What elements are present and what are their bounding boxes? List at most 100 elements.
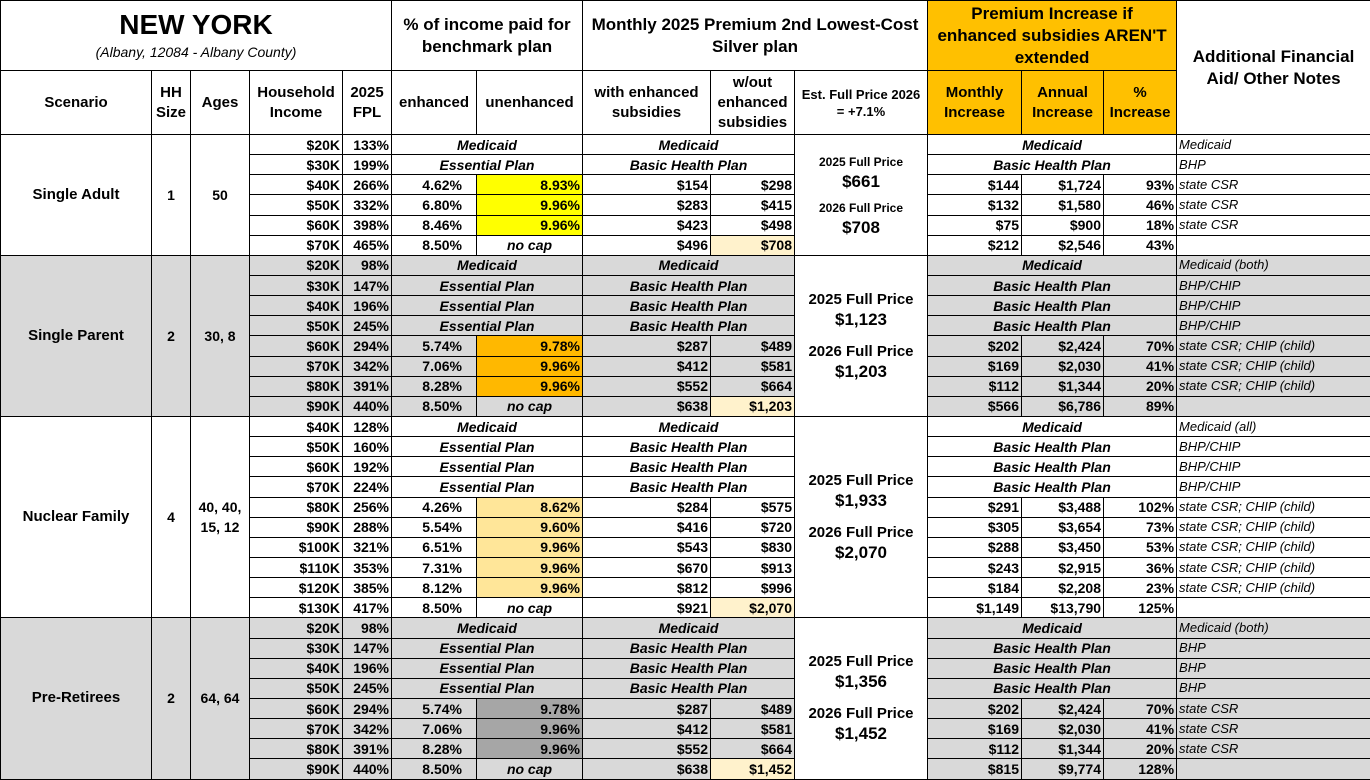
- pct-increase: 102%: [1104, 497, 1177, 517]
- premium-without: $1,452: [711, 759, 795, 779]
- hh-size: 2: [152, 618, 191, 779]
- fpl: 398%: [343, 215, 392, 235]
- col-header: Monthly Increase: [928, 71, 1022, 135]
- unenhanced-rate: 9.96%: [477, 719, 583, 739]
- col-header: Household Income: [250, 71, 343, 135]
- note: state CSR: [1177, 215, 1370, 235]
- full-price-label: 2025 Full Price: [797, 471, 925, 491]
- monthly-increase: $291: [928, 497, 1022, 517]
- note: state CSR; CHIP (child): [1177, 376, 1370, 396]
- col-header: % Increase: [1104, 71, 1177, 135]
- unenhanced-rate: 8.93%: [477, 175, 583, 195]
- annual-increase: $1,344: [1022, 739, 1104, 759]
- fpl: 196%: [343, 296, 392, 316]
- premium-with: $412: [583, 356, 711, 376]
- increase-plan: Basic Health Plan: [928, 437, 1177, 457]
- col-header: unenhanced: [477, 71, 583, 135]
- unenhanced-rate: no cap: [477, 396, 583, 416]
- full-price-2026: $1,203: [797, 362, 925, 382]
- fpl: 147%: [343, 275, 392, 295]
- note: [1177, 598, 1370, 618]
- household-income: $130K: [250, 598, 343, 618]
- premium-without: $581: [711, 356, 795, 376]
- note: BHP/CHIP: [1177, 477, 1370, 497]
- household-income: $50K: [250, 678, 343, 698]
- premium-with: $552: [583, 376, 711, 396]
- annual-increase: $3,654: [1022, 517, 1104, 537]
- fpl: 196%: [343, 658, 392, 678]
- pct-increase: 53%: [1104, 537, 1177, 557]
- household-income: $110K: [250, 557, 343, 577]
- household-income: $50K: [250, 195, 343, 215]
- note: BHP: [1177, 658, 1370, 678]
- premium-without: $489: [711, 698, 795, 718]
- full-price-2025: $1,933: [797, 491, 925, 511]
- household-income: $50K: [250, 316, 343, 336]
- increase-plan: Medicaid: [928, 255, 1177, 275]
- premium-with: $496: [583, 235, 711, 255]
- annual-increase: $2,915: [1022, 557, 1104, 577]
- rate-plan: Essential Plan: [392, 275, 583, 295]
- premium-plan: Basic Health Plan: [583, 457, 795, 477]
- enhanced-rate: 6.80%: [392, 195, 477, 215]
- note: BHP: [1177, 638, 1370, 658]
- premium-without: $913: [711, 557, 795, 577]
- premium-plan: Basic Health Plan: [583, 658, 795, 678]
- pct-increase: 43%: [1104, 235, 1177, 255]
- fpl: 391%: [343, 376, 392, 396]
- monthly-increase: $112: [928, 739, 1022, 759]
- annual-increase: $1,344: [1022, 376, 1104, 396]
- note: state CSR: [1177, 175, 1370, 195]
- fpl: 245%: [343, 678, 392, 698]
- increase-plan: Medicaid: [928, 416, 1177, 436]
- premium-with: $287: [583, 336, 711, 356]
- note: BHP: [1177, 678, 1370, 698]
- fpl: 385%: [343, 578, 392, 598]
- enhanced-rate: 8.50%: [392, 396, 477, 416]
- unenhanced-rate: 9.60%: [477, 517, 583, 537]
- ages: 50: [191, 135, 250, 256]
- full-price-2026: $2,070: [797, 543, 925, 563]
- premium-plan: Basic Health Plan: [583, 275, 795, 295]
- scenario: Nuclear Family: [1, 416, 152, 617]
- premium-without: $298: [711, 175, 795, 195]
- enhanced-rate: 8.12%: [392, 578, 477, 598]
- fpl: 245%: [343, 316, 392, 336]
- premium-with: $638: [583, 396, 711, 416]
- premium-plan: Basic Health Plan: [583, 638, 795, 658]
- premium-with: $283: [583, 195, 711, 215]
- full-price-2025: $1,123: [797, 310, 925, 330]
- increase-plan: Basic Health Plan: [928, 457, 1177, 477]
- unenhanced-rate: no cap: [477, 235, 583, 255]
- premium-without: $664: [711, 739, 795, 759]
- notes-header: Additional Financial Aid/ Other Notes: [1177, 1, 1370, 135]
- premium-without: $489: [711, 336, 795, 356]
- enhanced-rate: 8.46%: [392, 215, 477, 235]
- pct-increase: 89%: [1104, 396, 1177, 416]
- full-price-2026: $708: [797, 218, 925, 238]
- household-income: $40K: [250, 175, 343, 195]
- enhanced-rate: 6.51%: [392, 537, 477, 557]
- premium-without: $664: [711, 376, 795, 396]
- premium-without: $581: [711, 719, 795, 739]
- fpl: 98%: [343, 618, 392, 638]
- note: Medicaid (both): [1177, 255, 1370, 275]
- col-header: with enhanced subsidies: [583, 71, 711, 135]
- fpl: 465%: [343, 235, 392, 255]
- unenhanced-rate: 9.96%: [477, 739, 583, 759]
- note: [1177, 235, 1370, 255]
- premium-without: $575: [711, 497, 795, 517]
- note: Medicaid: [1177, 135, 1370, 155]
- note: BHP/CHIP: [1177, 457, 1370, 477]
- unenhanced-rate: 8.62%: [477, 497, 583, 517]
- fpl: 294%: [343, 336, 392, 356]
- enhanced-rate: 5.54%: [392, 517, 477, 537]
- annual-increase: $2,546: [1022, 235, 1104, 255]
- enhanced-rate: 8.50%: [392, 759, 477, 779]
- household-income: $70K: [250, 235, 343, 255]
- full-price-label: 2025 Full Price: [797, 652, 925, 672]
- fpl: 294%: [343, 698, 392, 718]
